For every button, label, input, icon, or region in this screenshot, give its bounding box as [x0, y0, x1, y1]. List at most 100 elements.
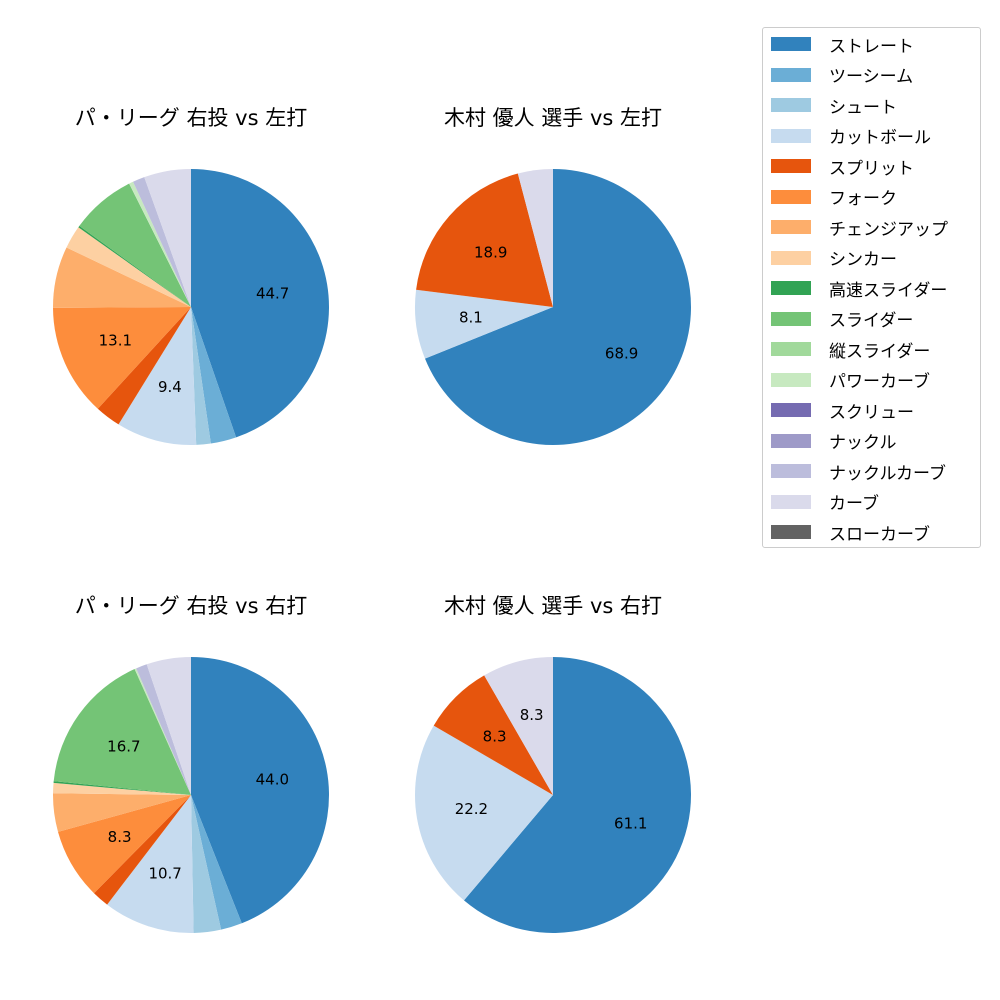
legend-swatch	[771, 281, 811, 295]
legend-swatch	[771, 220, 811, 234]
slice-label: 44.7	[256, 284, 289, 302]
pie-slice	[484, 657, 553, 795]
legend-swatch	[771, 159, 811, 173]
pie-slice	[415, 289, 553, 359]
pie-slice	[97, 307, 191, 425]
pie-slice	[53, 307, 192, 409]
pie-slice	[191, 307, 237, 444]
pie-slice	[191, 795, 222, 933]
legend-label: ナックルカーブ	[829, 463, 946, 484]
legend-swatch	[771, 433, 811, 448]
legend-item: シンカー	[771, 248, 897, 270]
legend-swatch	[771, 37, 811, 51]
legend-label: シンカー	[829, 250, 897, 270]
slice-label: 16.7	[107, 738, 140, 756]
legend-item: ナックル	[771, 431, 897, 453]
legend-swatch	[771, 403, 811, 417]
legend-swatch	[771, 525, 811, 539]
slice-label: 44.0	[256, 770, 289, 788]
legend-item: ストレート	[771, 34, 914, 57]
legend-swatch	[771, 372, 811, 387]
legend-swatch	[771, 494, 811, 509]
legend-label: ストレート	[829, 36, 914, 57]
pie-slice	[58, 795, 191, 894]
legend-swatch	[771, 311, 811, 326]
legend-label: パワーカーブ	[829, 372, 930, 392]
pie-slice	[425, 169, 691, 445]
slice-label: 8.3	[483, 727, 507, 745]
pie-slice	[79, 183, 191, 307]
legend-label: フォーク	[829, 189, 897, 209]
pie-slice	[415, 725, 553, 901]
legend-item: カーブ	[771, 492, 879, 514]
pie-slice	[53, 782, 191, 795]
pie-slice	[78, 225, 191, 307]
legend-item: ナックルカーブ	[771, 461, 946, 484]
legend-label: 縦スライダー	[829, 341, 931, 362]
legend-label: カットボール	[829, 128, 931, 148]
pie-slice	[144, 169, 191, 307]
legend-label: チェンジアップ	[829, 219, 948, 240]
pie-slice	[118, 307, 197, 445]
pie-slice	[107, 795, 194, 933]
legend-label: スライダー	[829, 311, 914, 331]
pie-slice	[191, 657, 330, 924]
pie-slice	[53, 781, 191, 795]
slice-label: 61.1	[614, 814, 647, 832]
legend-swatch	[771, 128, 811, 143]
legend-item: カットボール	[771, 126, 931, 148]
legend-swatch	[771, 98, 811, 112]
chart-title: 木村 優人 選手 vs 右打	[444, 594, 662, 618]
legend-item: パワーカーブ	[771, 370, 930, 392]
slice-label: 18.9	[474, 243, 507, 261]
legend-label: スプリット	[829, 158, 914, 179]
legend-swatch	[771, 189, 811, 204]
chart-title: パ・リーグ 右投 vs 左打	[75, 106, 307, 130]
pie-chart: 木村 優人 選手 vs 右打 61.1 22.2 8.3 8.3	[415, 594, 691, 933]
legend: ストレートツーシームシュートカットボール スプリットフォークチェンジアップ シンカー…	[762, 27, 981, 548]
pie-slice	[191, 307, 211, 445]
legend-label: ツーシーム	[829, 67, 914, 87]
legend-swatch	[771, 250, 811, 265]
slice-label: 10.7	[148, 865, 181, 883]
pie-slice	[191, 169, 330, 438]
pie-slice	[191, 795, 242, 930]
pie-slice	[146, 657, 191, 795]
legend-swatch	[771, 342, 811, 356]
chart-title: パ・リーグ 右投 vs 右打	[75, 594, 307, 618]
legend-label: スローカーブ	[829, 524, 930, 545]
slice-label: 8.3	[520, 706, 544, 724]
slice-label: 9.4	[158, 378, 182, 396]
pie-slice	[53, 669, 191, 795]
pie-slice	[463, 657, 691, 933]
pie-slice	[53, 793, 191, 832]
slice-label: 8.1	[459, 309, 483, 327]
legend-item: ツーシーム	[771, 65, 914, 87]
legend-label: シュート	[829, 97, 897, 118]
pie-slice	[136, 664, 191, 795]
pie-slice	[129, 181, 191, 307]
pie-chart: 木村 優人 選手 vs 左打 68.9 8.1 18.9	[415, 106, 691, 445]
legend-item: スローカーブ	[771, 522, 930, 545]
slice-label: 68.9	[605, 344, 638, 362]
legend-item: フォーク	[771, 187, 897, 209]
legend-label: ナックル	[829, 433, 897, 453]
legend-item: チェンジアップ	[771, 217, 948, 240]
pie-slice	[133, 177, 191, 307]
pie-slice	[517, 169, 553, 307]
chart-title: 木村 優人 選手 vs 左打	[444, 106, 662, 130]
slice-label: 8.3	[108, 828, 132, 846]
pie-slice	[433, 675, 553, 795]
legend-item: スクリュー	[771, 400, 914, 423]
pie-chart: パ・リーグ 右投 vs 左打 44.7 9.4 13.1	[53, 106, 330, 445]
slice-label: 13.1	[99, 332, 132, 350]
legend-label: カーブ	[829, 494, 879, 514]
pie-chart: パ・リーグ 右投 vs 右打 44.0 10.7 8.3 16.7	[53, 594, 330, 933]
legend-item: スライダー	[771, 309, 914, 331]
pie-slice	[416, 173, 553, 307]
slice-label: 22.2	[455, 800, 488, 818]
legend-label: スクリュー	[829, 402, 914, 423]
legend-swatch	[771, 67, 811, 82]
